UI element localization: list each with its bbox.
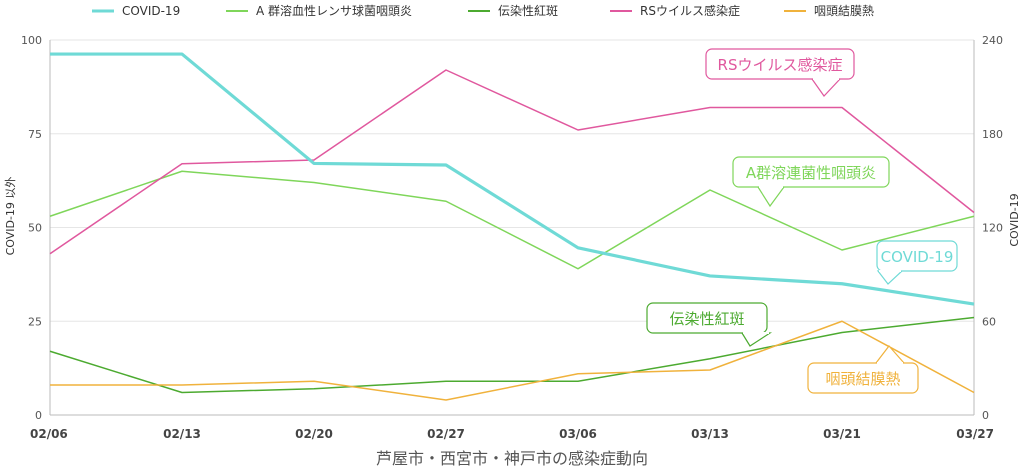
series-callout: COVID-19 [876,240,958,285]
callout-label: A群溶連菌性咽頭炎 [746,164,876,182]
legend-item: RSウイルス感染症 [610,3,740,18]
series-line [50,52,975,306]
legend-item: 咽頭結膜熱 [784,4,874,18]
legend-label: 咽頭結膜熱 [814,4,874,18]
callout-pointer [876,270,904,285]
callout-box [876,240,958,272]
callout-pointer [810,78,842,97]
x-tick-label: 03/13 [691,427,729,441]
callout-pointer [740,332,773,347]
y-left-tick-label: 25 [28,315,42,328]
x-axis-title: 芦屋市・西宮市・神戸市の感染症動向 [376,449,648,468]
y-left-tick-label: 100 [21,34,42,47]
series-line [49,69,975,255]
series-line [49,170,975,270]
series-lines [49,52,975,401]
y-axis-right-title: COVID-19 [1008,193,1021,246]
x-tick-label: 02/13 [163,427,201,441]
callout-box [705,48,855,80]
y-left-tick-label: 50 [28,222,42,235]
legend-label: A 群溶血性レンサ球菌咽頭炎 [256,3,412,18]
x-tick-label: 02/20 [295,427,333,441]
callout-label: COVID-19 [881,248,954,266]
y-axis-left-title: COVID-19 以外 [4,177,17,256]
legend: COVID-19 A 群溶血性レンサ球菌咽頭炎 伝染性紅斑 RSウイルス感染症 咽頭結膜… [92,3,874,18]
callout-label: 伝染性紅斑 [669,310,744,328]
x-tick-label: 03/27 [956,427,994,441]
callout-pointer [756,186,786,208]
y-left-tick-label: 75 [28,128,42,141]
callout-box [732,156,890,188]
y-left-tick-label: 0 [35,409,42,422]
legend-item: COVID-19 [92,4,180,18]
series-callout: A群溶連菌性咽頭炎 [732,156,890,208]
series-callout: 咽頭結膜熱 [807,345,919,394]
callout-label: 咽頭結膜熱 [825,370,900,388]
x-tick-label: 02/27 [427,427,465,441]
series-line [50,320,975,401]
callout-box [807,362,919,394]
y-right-tick-label: 240 [982,34,1003,47]
x-tick-label: 03/21 [823,427,861,441]
legend-item: 伝染性紅斑 [468,3,558,18]
series-line [49,316,975,394]
axes: 0 0 25 60 50 120 75 180 100 240 02/06 02/13 02/20 02/… [21,34,1003,441]
y-right-tick-label: 180 [982,128,1003,141]
series-callout: RSウイルス感染症 [705,48,855,97]
y-right-tick-label: 0 [982,409,989,422]
callout-label: RSウイルス感染症 [718,56,843,74]
callout-box [646,302,768,334]
grid-lines [50,39,974,416]
legend-label: 伝染性紅斑 [498,3,558,18]
legend-item: A 群溶血性レンサ球菌咽頭炎 [226,3,412,18]
callout-pointer [874,345,906,364]
y-right-tick-label: 120 [982,222,1003,235]
series-callout: 伝染性紅斑 [646,302,773,347]
x-tick-label: 03/06 [559,427,597,441]
y-right-tick-label: 60 [982,315,996,328]
legend-label: COVID-19 [122,4,180,18]
x-tick-label: 02/06 [30,427,68,441]
legend-label: RSウイルス感染症 [640,3,740,18]
